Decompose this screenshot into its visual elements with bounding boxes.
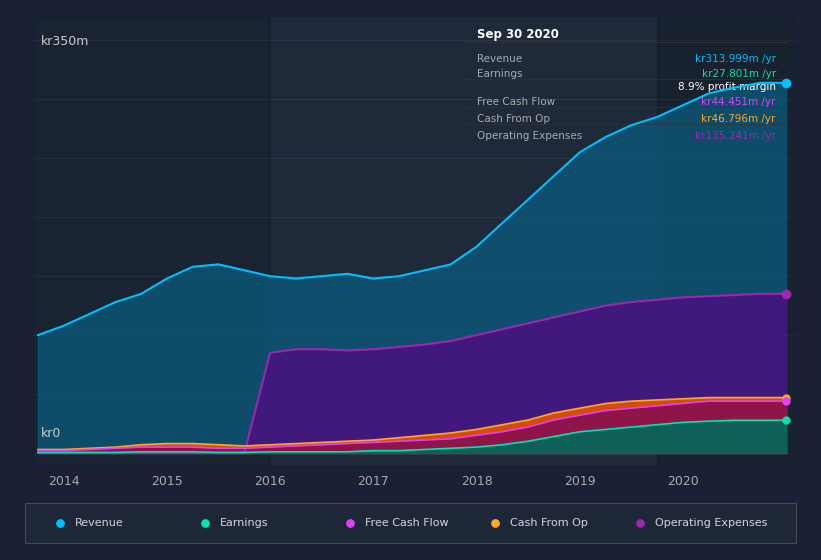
Text: Operating Expenses: Operating Expenses bbox=[655, 518, 768, 528]
Text: Operating Expenses: Operating Expenses bbox=[655, 518, 768, 528]
Text: Revenue: Revenue bbox=[75, 518, 124, 528]
Text: kr350m: kr350m bbox=[40, 35, 89, 48]
Text: Cash From Op: Cash From Op bbox=[510, 518, 588, 528]
Text: Free Cash Flow: Free Cash Flow bbox=[365, 518, 448, 528]
Bar bbox=[657, 17, 796, 465]
Text: Free Cash Flow: Free Cash Flow bbox=[365, 518, 448, 528]
Text: Cash From Op: Cash From Op bbox=[510, 518, 588, 528]
Text: Revenue: Revenue bbox=[75, 518, 124, 528]
FancyBboxPatch shape bbox=[25, 503, 796, 543]
Text: Earnings: Earnings bbox=[220, 518, 268, 528]
Text: kr0: kr0 bbox=[40, 427, 61, 440]
Text: Earnings: Earnings bbox=[220, 518, 268, 528]
Bar bbox=[33, 17, 270, 465]
